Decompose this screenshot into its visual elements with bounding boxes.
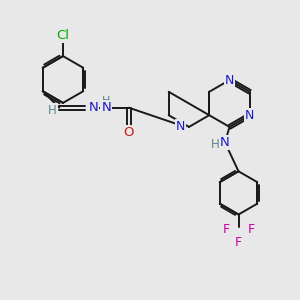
Text: F: F xyxy=(248,223,255,236)
Text: N: N xyxy=(101,101,111,114)
Text: H: H xyxy=(102,96,110,106)
Text: N: N xyxy=(245,109,254,122)
Text: N: N xyxy=(225,74,234,87)
Text: Cl: Cl xyxy=(56,28,70,42)
Text: H: H xyxy=(48,103,57,117)
Text: H: H xyxy=(211,137,220,151)
Text: F: F xyxy=(222,223,230,236)
Text: N: N xyxy=(88,101,98,114)
Text: N: N xyxy=(220,136,230,149)
Text: F: F xyxy=(235,236,242,249)
Text: O: O xyxy=(124,126,134,139)
Text: N: N xyxy=(176,120,185,134)
